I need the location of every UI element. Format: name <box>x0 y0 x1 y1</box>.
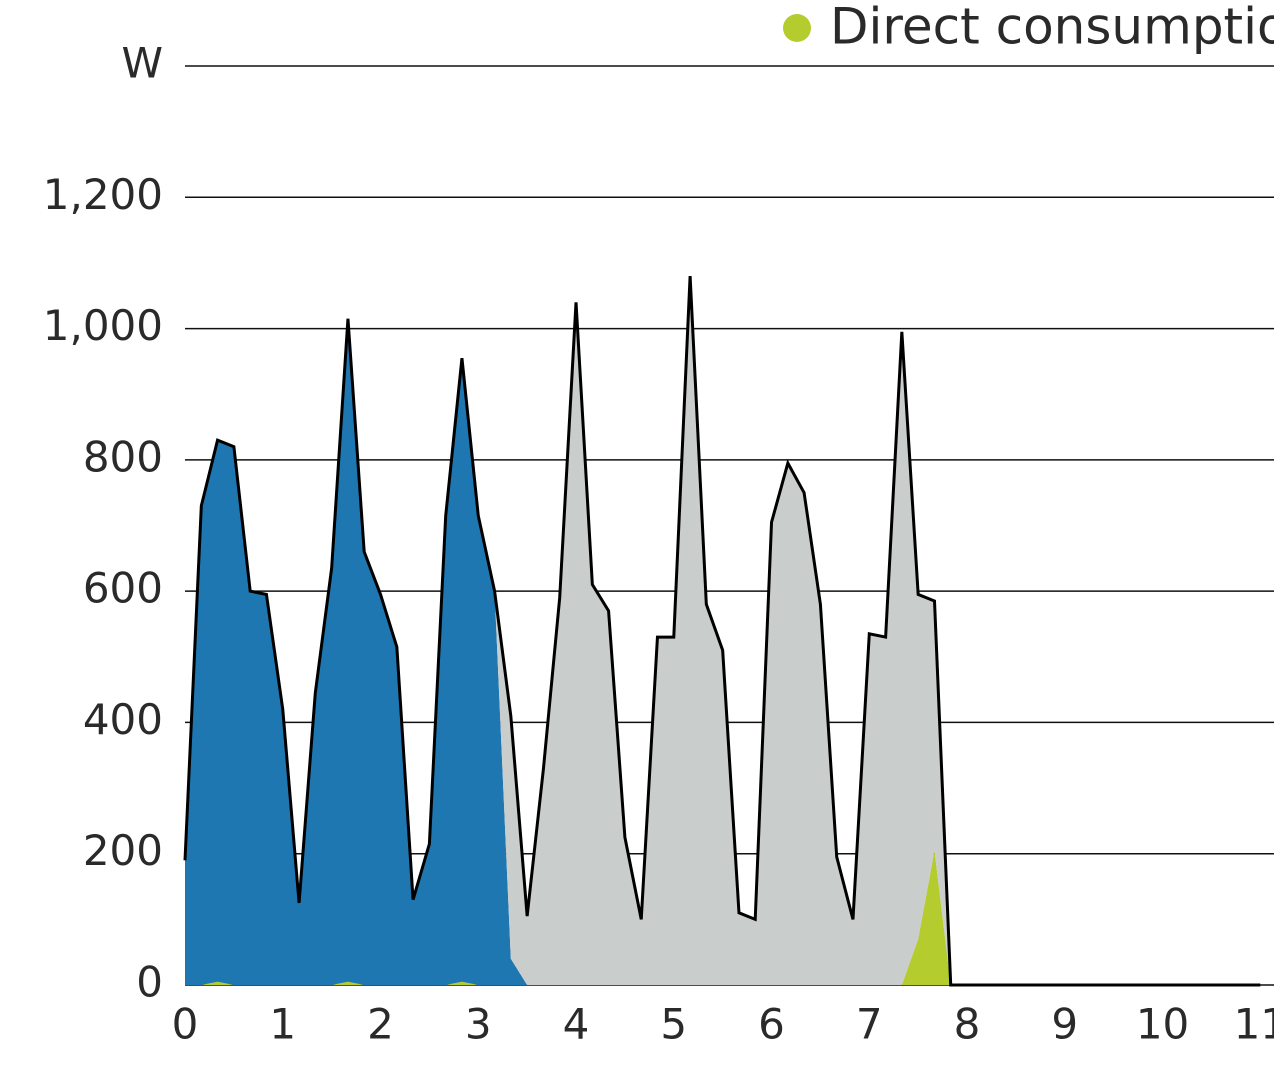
y-tick-label: 1,200 <box>43 170 163 219</box>
x-tick-label: 6 <box>758 1000 785 1049</box>
y-tick-label: 800 <box>83 432 163 481</box>
x-tick-label: 4 <box>563 1000 590 1049</box>
x-tick-label: 1 <box>269 1000 296 1049</box>
legend-marker <box>783 14 811 42</box>
x-tick-label: 10 <box>1136 1000 1189 1049</box>
x-tick-label: 2 <box>367 1000 394 1049</box>
x-tick-label: 5 <box>660 1000 687 1049</box>
y-tick-label: 200 <box>83 826 163 875</box>
y-axis-label: W <box>121 39 163 88</box>
total-line <box>183 275 1261 987</box>
x-tick-label: 7 <box>856 1000 883 1049</box>
area <box>185 276 1261 985</box>
x-tick-label: 9 <box>1051 1000 1078 1049</box>
y-tick-label: 400 <box>83 695 163 744</box>
x-tick-label: 8 <box>954 1000 981 1049</box>
area <box>185 318 1261 986</box>
x-tick-label: 11 <box>1234 1000 1274 1049</box>
x-tick-label: 3 <box>465 1000 492 1049</box>
y-tick-label: 1,000 <box>43 301 163 350</box>
x-tick-label: 0 <box>172 1000 199 1049</box>
y-tick-label: 600 <box>83 564 163 613</box>
y-tick-label: 0 <box>136 958 163 1007</box>
legend-label: Direct consumption <box>830 0 1274 56</box>
